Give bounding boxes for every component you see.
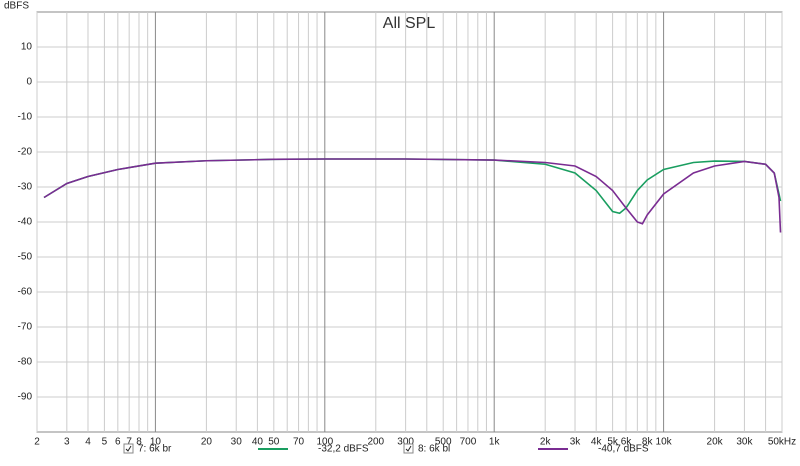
- y-tick-label: -50: [18, 252, 33, 263]
- x-tick-label: 70: [293, 437, 305, 448]
- x-tick-label: 300: [397, 437, 414, 448]
- x-tick-label: 20k: [707, 437, 724, 448]
- x-tick-label: 2k: [540, 437, 552, 448]
- x-tick-label: 50: [268, 437, 280, 448]
- legend-checkbox[interactable]: [123, 443, 134, 454]
- y-tick-label: -20: [18, 147, 33, 158]
- x-tick-label: 3k: [570, 437, 582, 448]
- y-tick-label: 10: [21, 42, 33, 53]
- legend-check: [405, 445, 412, 452]
- x-tick-label: 100: [316, 437, 333, 448]
- x-tick-label: 700: [460, 437, 477, 448]
- x-tick-label: 4k: [591, 437, 603, 448]
- x-tick-label: 40: [252, 437, 264, 448]
- legend-level: -40,7 dBFS: [598, 444, 649, 455]
- x-tick-label: 7: [126, 437, 132, 448]
- y-tick-label: 0: [26, 77, 32, 88]
- series-line: [43, 158, 782, 233]
- y-tick-label: -10: [18, 112, 33, 123]
- legend-name: 7: 6k br: [138, 444, 172, 455]
- x-tick-label: 5: [102, 437, 108, 448]
- y-tick-label: -90: [18, 392, 33, 403]
- x-tick-label: 50kHz: [768, 437, 796, 448]
- x-tick-label: 20: [201, 437, 213, 448]
- x-tick-label: 8k: [642, 437, 654, 448]
- x-tick-label: 500: [435, 437, 452, 448]
- y-axis-label: dBFS: [4, 1, 29, 12]
- x-tick-label: 10: [150, 437, 162, 448]
- legend-name: 8: 6k bl: [418, 444, 450, 455]
- chart-title: All SPL: [383, 15, 436, 32]
- y-tick-label: -70: [18, 322, 33, 333]
- y-tick-label: -80: [18, 357, 33, 368]
- x-tick-label: 3: [64, 437, 70, 448]
- y-tick-label: -60: [18, 287, 33, 298]
- x-tick-label: 8: [136, 437, 142, 448]
- y-tick-label: -30: [18, 182, 33, 193]
- x-tick-label: 6: [115, 437, 121, 448]
- legend-checkbox[interactable]: [403, 443, 414, 454]
- x-tick-label: 1k: [489, 437, 501, 448]
- x-tick-label: 2: [34, 437, 40, 448]
- y-tick-label: -40: [18, 217, 33, 228]
- legend-level: -32,2 dBFS: [318, 444, 369, 455]
- x-tick-label: 30k: [736, 437, 753, 448]
- x-tick-label: 4: [85, 437, 91, 448]
- x-tick-label: 5k: [607, 437, 619, 448]
- x-tick-label: 6k: [621, 437, 633, 448]
- legend-check: [125, 445, 132, 452]
- x-tick-label: 30: [231, 437, 243, 448]
- x-tick-label: 10k: [656, 437, 673, 448]
- x-tick-label: 200: [367, 437, 384, 448]
